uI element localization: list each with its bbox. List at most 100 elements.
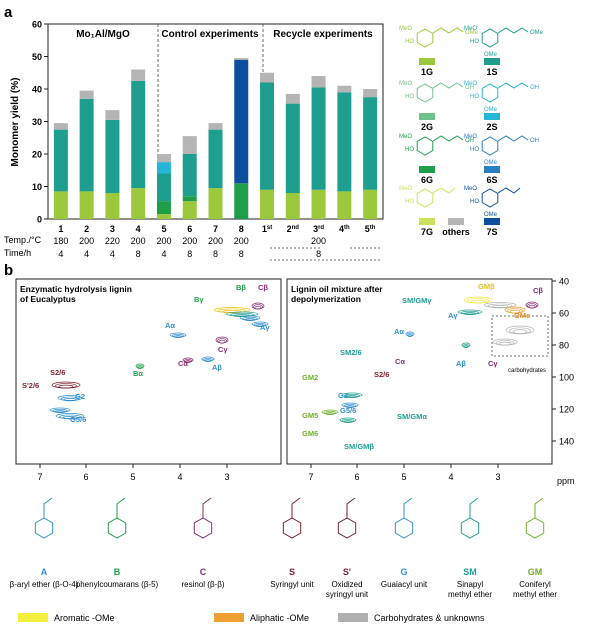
nmr-contour [345,405,355,408]
legend-swatch [448,218,464,225]
y-tick-label: 80 [559,341,569,351]
nmr-contour [325,412,335,415]
nmr-peak-label: SM/GMβ [344,442,374,451]
x-tick-label: 1st [262,224,272,234]
time-row-label: Time/h [4,248,31,258]
hydroxyl-text: OH [465,85,474,91]
nmr-left-title-2: of Eucalyptus [20,294,76,304]
structure-a: Aβ-aryl ether (β-O-4) [10,497,79,589]
nmr-peak-label: Cγ [488,359,498,368]
x-tick-label: 4 [136,224,141,234]
x-tick-label: 8 [239,224,244,234]
x-tick-label: 4th [339,224,350,234]
temp-value: 200 [131,236,146,246]
structure-letter: SM [463,567,477,577]
nmr-contour [218,339,226,344]
time-value: 8 [213,249,218,259]
bar-1g [260,189,275,219]
nmr-peak-label: SM/GMα [397,412,427,421]
side-chain [497,27,529,34]
x-tick-main: 3 [313,224,318,234]
nmr-right-title-2: depolymerization [291,294,361,304]
legend-swatch [419,58,435,65]
nmr-contour [54,410,66,413]
side-chain [497,82,529,89]
nmr-contour [470,299,486,304]
legend-swatch [419,218,435,225]
structure-name: Sinapyl [457,580,483,589]
structure-ring [107,517,127,539]
hydroxyl-text: HO [405,94,414,100]
y-tick-label: 60 [32,20,42,30]
nmr-right-title-1: Lignin oil mixture after [291,284,383,294]
structure-ring [34,517,54,539]
x-tick-label: 5 [401,472,406,482]
time-value: 4 [110,249,115,259]
structure-name-2: syringyl unit [326,590,369,599]
bar-others [182,136,197,154]
nmr-peak-label: GMβ [478,282,495,291]
nmr-left-contours [49,302,269,420]
structure-letter: A [41,567,48,577]
time-value: 8 [136,249,141,259]
bar-1s [105,119,120,193]
x-tick-main: 3 [110,224,115,234]
temp-value: 180 [53,236,68,246]
x-tick-main: 6 [187,224,192,234]
aromatic-ring [481,83,499,103]
nmr-contour [244,318,256,321]
hydroxyl-text: HO [405,199,414,205]
structure-name: Syringyl unit [270,580,314,589]
bottom-legend-item: Aromatic -OMe [18,613,115,623]
structure-chain [43,497,53,518]
legend-swatch [484,113,500,120]
methoxy-text: MeO [399,26,412,32]
methoxy-text: MeO [464,26,477,32]
side-chain [432,187,456,194]
bar-6g [182,196,197,202]
structure-ring [525,517,545,539]
time-value: 4 [58,249,63,259]
nmr-contour [63,398,77,402]
nmr-peak-label: G5/6 [340,406,356,415]
bar-others [79,90,94,99]
bar-1g [131,188,146,219]
methoxy-text: MeO [464,186,477,192]
bar-2s [156,162,171,174]
y-axis-label: Monomer yield (%) [10,78,21,167]
time-value: 4 [161,249,166,259]
structure-ring [394,517,414,539]
structure-ring [193,517,213,539]
aromatic-ring [416,188,434,208]
structure-chain [534,497,544,518]
x-tick-sup: th [344,225,350,231]
x-tick-main: 4 [339,224,344,234]
legend-item-7s: MeO HO OMe 7S [464,186,521,237]
temp-value: 220 [105,236,120,246]
legend-item-1s: MeO HO OMe OMe 1S [464,26,544,77]
bar-1s [156,173,171,202]
nmr-peak-label: SM2/6 [340,348,362,357]
bar-1g [53,191,68,219]
x-tick-main: 1 [262,224,267,234]
legend-item-7g: MeO HO 7G [399,186,456,237]
structure-ring [337,517,357,539]
bar-1g [208,188,223,219]
bottom-legend-swatch [338,613,368,622]
y-tick-label: 10 [32,182,42,192]
methoxy-text: MeO [464,81,477,87]
bar-chart: 0 10 20 30 40 50 60 Monomer yield (%) Mo₁Al/Mg… [4,20,384,261]
structure-letter: G [400,567,407,577]
nmr-contour [463,345,469,348]
nmr-peak-label: OMe [514,311,530,320]
nmr-right: Lignin oil mixture after depolymerizatio… [286,278,553,465]
nmr-left-labels: Bβ Cβ Bγ Aγ Aα Cγ Bα Cα Aβ S2/6 S'2/6 G2 G5/6 [22,283,270,424]
x-tick-label: 6 [187,224,192,234]
bar-1s [79,98,94,192]
bar-others [156,154,171,163]
x-tick-label: 5 [130,472,135,482]
legend-label: 2S [486,122,497,132]
